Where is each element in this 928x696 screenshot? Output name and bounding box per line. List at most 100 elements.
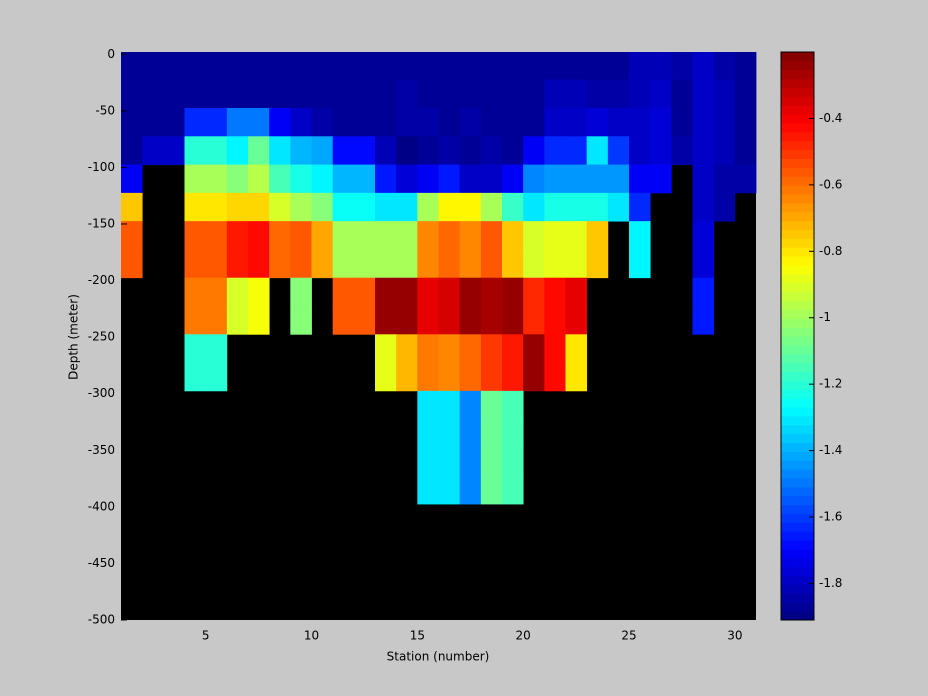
heat-cell [375, 52, 397, 81]
heat-cell [248, 108, 270, 137]
heat-cell [544, 249, 566, 279]
colorbar-band [781, 105, 814, 115]
heat-cell [480, 249, 503, 279]
heat-cell [353, 164, 376, 194]
heat-cell [205, 249, 228, 279]
heat-cell [438, 136, 461, 165]
colorbar-band [781, 158, 814, 168]
heat-cell [438, 390, 461, 420]
heat-cell [480, 475, 503, 505]
heat-cell [205, 277, 228, 307]
y-axis-label: Depth (meter) [67, 294, 81, 380]
heat-cell [438, 108, 461, 137]
heat-cell [205, 192, 228, 222]
heat-cell [396, 164, 418, 194]
heat-cell [459, 52, 482, 81]
heat-cell [565, 306, 588, 335]
heat-cell [269, 192, 291, 222]
x-tick-label: 10 [304, 629, 319, 643]
heat-cell [523, 362, 545, 392]
colorbar-band [781, 176, 814, 186]
heat-cell [353, 192, 376, 222]
heat-cell [269, 221, 291, 250]
heat-cell [226, 249, 249, 279]
y-tick-label: -250 [88, 330, 115, 344]
heat-cell [459, 79, 482, 109]
heat-cell [248, 221, 270, 250]
heat-cell [692, 277, 715, 307]
heat-cell [226, 306, 249, 335]
y-tick-label: -150 [88, 216, 115, 230]
y-tick-label: -300 [88, 386, 115, 400]
heat-cell [290, 306, 312, 335]
colorbar-band [781, 96, 814, 106]
heat-cell [480, 108, 503, 137]
heat-cell [205, 221, 228, 250]
colorbar-tick-label: -1.2 [819, 377, 842, 391]
heat-cell [332, 306, 355, 335]
colorbar-tick-label: -0.8 [819, 244, 842, 258]
heat-cell [523, 221, 545, 250]
heat-cell [586, 249, 609, 279]
heat-cell [544, 221, 566, 250]
heat-cell [480, 306, 503, 335]
heat-cell [586, 79, 609, 109]
heat-cell [459, 108, 482, 137]
heat-cell [565, 164, 588, 194]
heat-cell [459, 221, 482, 250]
colorbar-band [781, 531, 814, 541]
heat-cell [544, 136, 566, 165]
heat-cell [629, 79, 651, 109]
heat-cell [353, 108, 376, 137]
colorbar-band [781, 229, 814, 239]
heat-cell [734, 164, 757, 194]
heat-cell [205, 306, 228, 335]
heat-cell [184, 334, 207, 363]
colorbar-band [781, 167, 814, 177]
colorbar-band [781, 273, 814, 284]
heat-cell [565, 362, 588, 392]
y-tick-label: -500 [88, 613, 115, 627]
heat-cell [459, 475, 482, 505]
heat-cell [290, 108, 312, 137]
colorbar-band [781, 602, 814, 612]
x-tick-label: 5 [202, 629, 210, 643]
y-tick-label: -400 [88, 499, 115, 513]
heat-cell [332, 192, 355, 222]
heat-cell [480, 362, 503, 392]
heat-cell [311, 108, 334, 137]
heat-cell [375, 79, 397, 109]
heat-cell [184, 52, 207, 81]
heat-cell [459, 390, 482, 420]
heat-cell [290, 164, 312, 194]
heat-cell [734, 52, 757, 81]
heat-cell [438, 419, 461, 448]
heat-cell [375, 362, 397, 392]
colorbar-band [781, 60, 814, 71]
heat-cell [713, 136, 736, 165]
heat-cell [480, 447, 503, 477]
heat-cell [205, 164, 228, 194]
heat-cell [480, 334, 503, 363]
heat-cell [417, 419, 439, 448]
heat-cell [502, 277, 524, 307]
colorbar-band [781, 300, 814, 310]
heat-cell [692, 164, 715, 194]
heat-cell [671, 79, 693, 109]
colorbar-band [781, 415, 814, 426]
x-tick-label: 20 [516, 629, 531, 643]
heat-cell [565, 79, 588, 109]
colorbar-band [781, 478, 814, 488]
colorbar-band [781, 238, 814, 248]
colorbar-band [781, 140, 814, 151]
heat-cell [629, 52, 651, 81]
heat-cell [353, 52, 376, 81]
colorbar-band [781, 504, 814, 514]
heat-cell [502, 108, 524, 137]
heat-cell [163, 52, 185, 81]
heat-cell [290, 52, 312, 81]
heat-cell [417, 52, 439, 81]
heat-cell [417, 390, 439, 420]
heat-cell [417, 362, 439, 392]
